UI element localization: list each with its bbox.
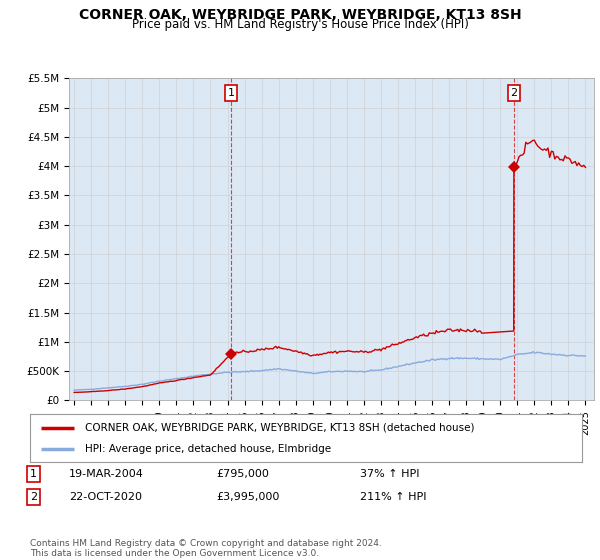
Text: 1: 1 [227, 88, 235, 98]
Text: £3,995,000: £3,995,000 [216, 492, 280, 502]
Text: 2: 2 [511, 88, 517, 98]
Text: CORNER OAK, WEYBRIDGE PARK, WEYBRIDGE, KT13 8SH: CORNER OAK, WEYBRIDGE PARK, WEYBRIDGE, K… [79, 8, 521, 22]
Text: £795,000: £795,000 [216, 469, 269, 479]
Text: 211% ↑ HPI: 211% ↑ HPI [360, 492, 427, 502]
Text: Contains HM Land Registry data © Crown copyright and database right 2024.
This d: Contains HM Land Registry data © Crown c… [30, 539, 382, 558]
Text: 37% ↑ HPI: 37% ↑ HPI [360, 469, 419, 479]
Text: Price paid vs. HM Land Registry's House Price Index (HPI): Price paid vs. HM Land Registry's House … [131, 18, 469, 31]
Text: CORNER OAK, WEYBRIDGE PARK, WEYBRIDGE, KT13 8SH (detached house): CORNER OAK, WEYBRIDGE PARK, WEYBRIDGE, K… [85, 423, 475, 433]
Text: 1: 1 [30, 469, 37, 479]
Text: 22-OCT-2020: 22-OCT-2020 [69, 492, 142, 502]
Text: 2: 2 [30, 492, 37, 502]
Text: HPI: Average price, detached house, Elmbridge: HPI: Average price, detached house, Elmb… [85, 444, 331, 454]
Text: 19-MAR-2004: 19-MAR-2004 [69, 469, 144, 479]
